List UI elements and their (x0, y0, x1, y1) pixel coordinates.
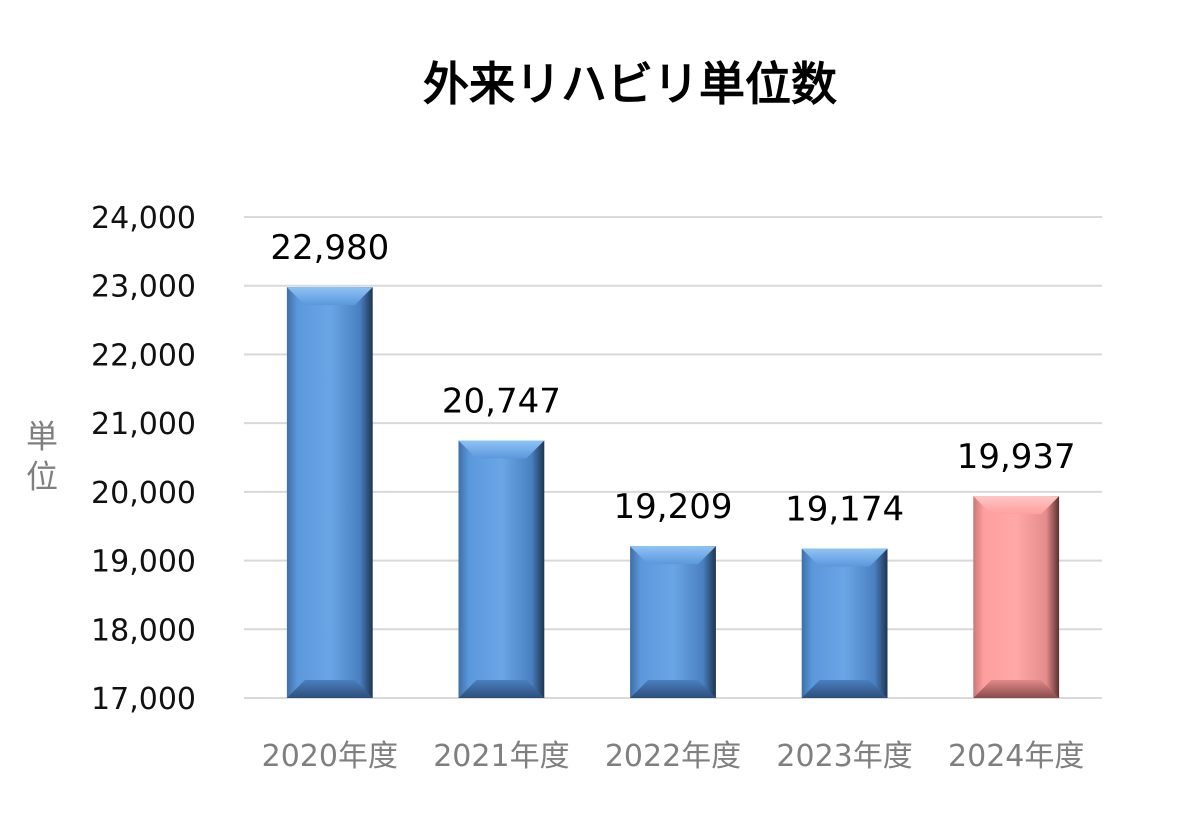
bar (630, 546, 716, 698)
x-axis-ticks: 2020年度 2021年度 2022年度 2023年度 2024年度 (262, 739, 1085, 774)
bar-body (458, 440, 545, 698)
bar-bottom-bevel (630, 680, 716, 698)
bar-bottom-bevel (286, 680, 373, 698)
data-labels: 22,980 20,747 19,209 19,174 19,937 (270, 228, 1075, 530)
bar (286, 287, 373, 698)
data-label: 19,937 (957, 437, 1076, 477)
bar-bottom-bevel (458, 680, 545, 698)
y-tick-label: 22,000 (91, 338, 196, 373)
bar-top-bevel (458, 440, 545, 459)
bar-top-bevel (973, 496, 1060, 515)
bar-body (973, 496, 1060, 698)
data-label: 20,747 (442, 382, 561, 422)
y-tick-label: 21,000 (91, 407, 196, 442)
bar (801, 548, 888, 698)
bars (286, 287, 1060, 698)
bar-top-bevel (286, 287, 373, 306)
bar-body (630, 546, 716, 698)
y-tick-label: 23,000 (91, 270, 196, 305)
bar-top-bevel (801, 548, 888, 567)
y-tick-label: 19,000 (91, 545, 196, 580)
y-axis-ticks: 17,000 18,000 19,000 20,000 21,000 22,000 23,0… (91, 201, 196, 717)
bar-body (286, 287, 373, 698)
bar (973, 496, 1060, 698)
x-tick-label: 2023年度 (776, 739, 912, 774)
data-label: 22,980 (270, 228, 389, 268)
y-tick-label: 20,000 (91, 476, 196, 511)
chart-title: 外来リハビリ単位数 (423, 57, 837, 111)
bar (458, 440, 545, 698)
x-tick-label: 2022年度 (605, 739, 741, 774)
y-tick-label: 18,000 (91, 613, 196, 648)
x-tick-label: 2020年度 (262, 739, 398, 774)
y-tick-label: 17,000 (91, 682, 196, 717)
y-axis-title: 単位 (26, 418, 58, 496)
bar-bottom-bevel (973, 680, 1060, 698)
y-tick-label: 24,000 (91, 201, 196, 236)
bar-bottom-bevel (801, 680, 888, 698)
data-label: 19,174 (785, 490, 904, 530)
bar-body (801, 548, 888, 698)
data-label: 19,209 (614, 487, 733, 527)
bar-top-bevel (630, 546, 716, 565)
x-tick-label: 2024年度 (948, 739, 1084, 774)
x-tick-label: 2021年度 (433, 739, 569, 774)
